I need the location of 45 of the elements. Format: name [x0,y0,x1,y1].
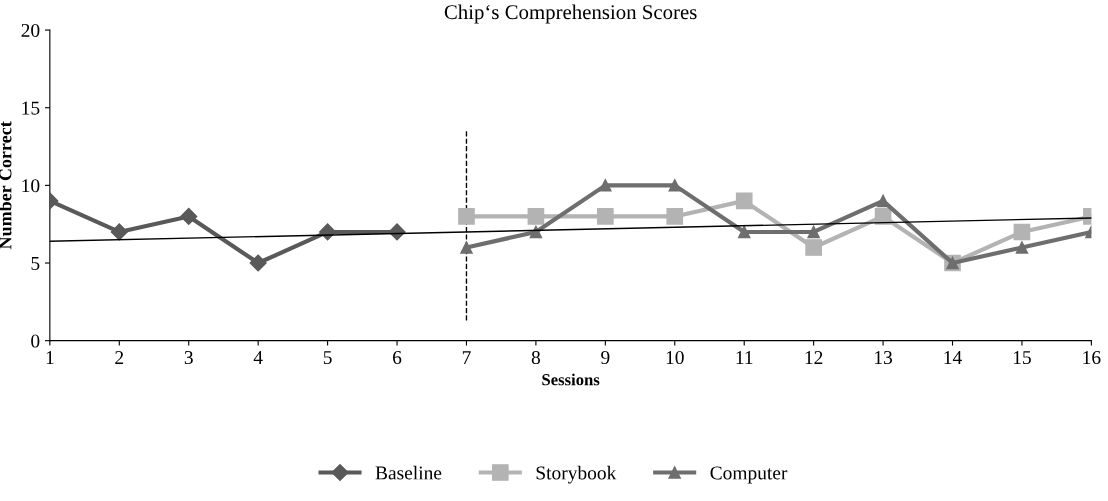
point [597,208,614,225]
x-tick-label: 13 [875,351,893,365]
x-tick-label: 7 [462,351,471,364]
x-tick-label: 1 [46,351,54,364]
point [180,207,198,225]
point [737,225,751,239]
x-tick-label: 2 [115,351,124,364]
x-tick-label: 3 [184,351,193,365]
x-tick-label: 9 [601,351,610,365]
x-tick-label: 16 [1083,351,1101,365]
legend-label: Computer [710,466,788,484]
point [110,223,128,241]
x-tick-label: 10 [666,350,684,365]
point [529,225,543,239]
point [735,192,753,210]
point [805,239,822,256]
point [249,254,267,272]
point [807,225,820,239]
chart-title: Chip‘s Comprehension Scores [444,4,697,24]
point [876,194,890,208]
y-tick-label: 5 [31,257,40,270]
y-tick-label: 15 [22,101,40,115]
point [1013,223,1031,241]
legend-label: Baseline [375,465,442,480]
x-tick-label: 5 [323,351,332,365]
point [458,208,475,225]
point [460,241,473,254]
point [668,179,682,192]
y-tick-label: 10 [22,179,40,193]
x-tick-label: 15 [1013,351,1031,365]
x-tick-label: 8 [531,350,541,365]
legend-label: Storybook [536,465,617,484]
x-tick-label: 4 [253,351,263,364]
point [874,208,892,225]
x-tick-label: 6 [393,351,402,365]
y-tick-label: 0 [31,334,40,348]
point [527,208,545,225]
y-tick-label: 20 [21,23,40,37]
x-axis-title: Sessions [542,373,600,386]
x-tick-label: 14 [944,351,962,364]
x-tick-label: 11 [736,351,753,364]
x-tick-label: 12 [805,351,823,364]
point [666,208,684,225]
point [1015,241,1029,254]
point [599,179,612,192]
